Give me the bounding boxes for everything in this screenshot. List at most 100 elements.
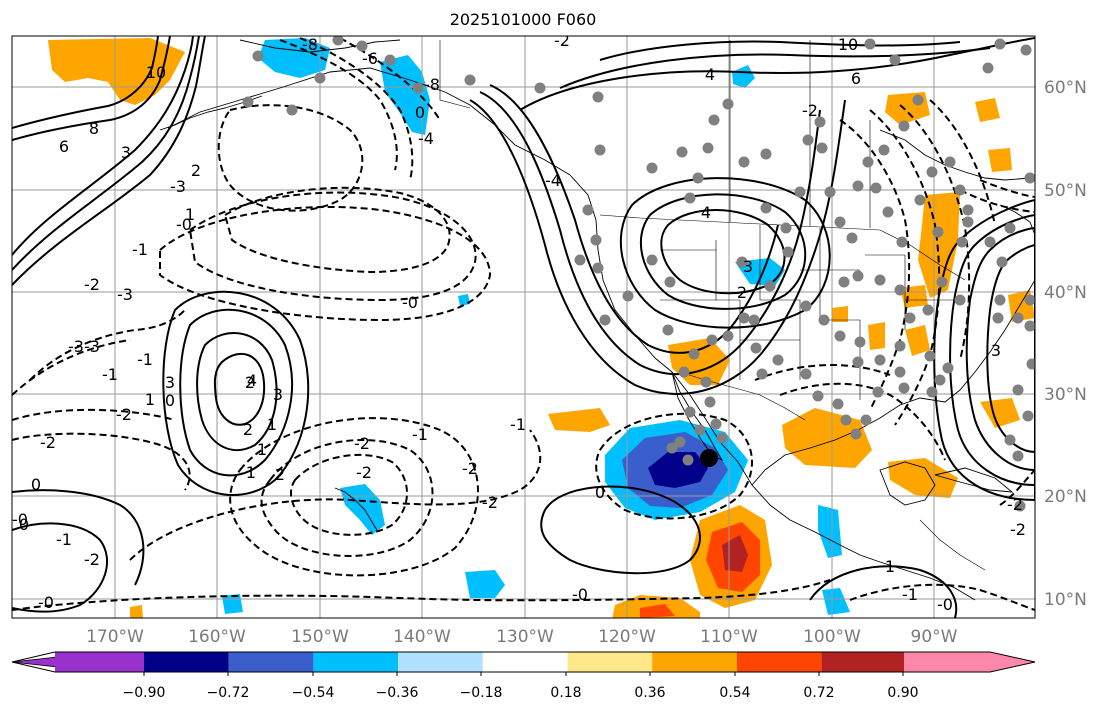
station-point: [684, 406, 696, 418]
colorbar-segment: [313, 652, 399, 672]
contour-negative-north-1: [279, 39, 398, 171]
contour-label: -2: [802, 101, 818, 120]
coastline-yucatan: [879, 461, 936, 506]
colorbar-tick-label: 0.54: [719, 685, 750, 701]
highlight-marker: [700, 449, 718, 467]
contour-negative-east-6: [979, 179, 1035, 198]
orange-shade-nw: [48, 38, 185, 105]
orange-shade-baja-north: [548, 408, 610, 432]
station-point: [872, 386, 884, 398]
contour-negative-east-4: [929, 99, 996, 226]
lon-label: 90°W: [911, 627, 958, 647]
contour-label: 1: [185, 205, 195, 224]
station-point: [932, 226, 944, 238]
contour-negative-south: [12, 579, 831, 611]
coastline-north-america: [167, 67, 976, 601]
station-point: [894, 284, 906, 296]
station-point: [592, 91, 604, 103]
blue-shade-small-5: [822, 588, 850, 615]
station-point: [870, 182, 882, 194]
contour-lines-negative: [12, 37, 1035, 611]
station-point: [1004, 434, 1016, 446]
station-point: [594, 144, 606, 156]
contour-positive-nw-5: [12, 36, 159, 129]
station-point: [688, 348, 700, 360]
contour-negative-aleut-1: [217, 104, 364, 212]
station-point: [314, 72, 326, 84]
contour-label: -2: [482, 493, 498, 512]
station-point: [818, 314, 830, 326]
station-point: [692, 172, 704, 184]
station-point: [962, 216, 974, 228]
station-point: [1012, 450, 1024, 462]
contour-label: -0: [572, 585, 588, 604]
station-point: [874, 354, 886, 366]
contour-negative-east-8: [754, 364, 891, 381]
station-point: [356, 40, 368, 52]
station-point: [252, 50, 264, 62]
contour-label: 3: [991, 341, 1001, 360]
contour-label: 10: [838, 35, 858, 54]
station-point: [666, 442, 678, 454]
station-point: [936, 276, 948, 288]
contour-positive-nw-1: [12, 36, 194, 256]
contour-positive-east-4: [986, 243, 1035, 454]
border-alaska: [439, 40, 471, 109]
border-state-5: [865, 254, 955, 330]
contour-positive-ridge-2: [639, 193, 807, 310]
contour-label: 2: [243, 420, 253, 439]
station-point: [750, 342, 762, 354]
colorbar: [11, 651, 1036, 673]
contour-positive-high-3: [213, 353, 265, 426]
station-point: [800, 300, 812, 312]
contour-label: 6: [59, 137, 69, 156]
contour-label: -2: [462, 459, 478, 478]
lon-label: 130°W: [496, 627, 554, 647]
lon-label: 160°W: [188, 627, 246, 647]
station-point: [840, 414, 852, 426]
station-point: [852, 180, 864, 192]
contour-label: 6: [851, 69, 861, 88]
blue-shade-hawaii: [340, 484, 385, 535]
station-point: [574, 254, 586, 266]
contour-label: 3: [165, 373, 175, 392]
station-point: [838, 276, 850, 288]
station-point: [878, 144, 890, 156]
contour-label: -2: [1010, 520, 1026, 539]
lon-label: 100°W: [803, 627, 861, 647]
contour-positive-canada-3: [559, 47, 991, 89]
orange-shade-east-5: [885, 92, 930, 125]
map-title: 2025101000 F060: [450, 10, 597, 29]
lon-label: 110°W: [700, 627, 758, 647]
station-point: [674, 436, 686, 448]
station-point: [780, 222, 792, 234]
station-point: [1024, 320, 1035, 332]
station-point: [854, 336, 866, 348]
border-central-america: [919, 519, 986, 571]
contour-label: -1: [412, 425, 428, 444]
station-point: [684, 192, 696, 204]
contour-label: 2: [191, 161, 201, 180]
lon-label: 120°W: [598, 627, 656, 647]
contour-label: -0: [402, 293, 418, 312]
orange-shade-east-6: [975, 98, 1000, 122]
contour-negative-sw-1: [12, 432, 191, 491]
contour-label: -2: [84, 275, 100, 294]
contour-label: 0: [19, 515, 29, 534]
orange-shade-east-8: [980, 398, 1020, 428]
station-point: [914, 194, 926, 206]
station-point: [889, 54, 901, 66]
contour-negative-east-2: [869, 109, 941, 426]
blue-shade-small-1: [458, 294, 470, 306]
colorbar-tick-label: −0.90: [123, 685, 166, 701]
contour-labels: -8-6-8-2-40-3-1-2-4-3-0-3-2 -1-2-2-1-2-20…: [12, 35, 1026, 614]
coastline-gulf: [751, 279, 1035, 486]
station-point: [704, 396, 716, 408]
contour-negative-hawaii-4: [129, 429, 542, 561]
contour-positive-nw-2: [12, 36, 200, 271]
station-point: [702, 142, 714, 154]
contour-label: -0: [937, 595, 953, 614]
lon-label: 140°W: [393, 627, 451, 647]
colorbar-tick-label: −0.36: [376, 685, 419, 701]
